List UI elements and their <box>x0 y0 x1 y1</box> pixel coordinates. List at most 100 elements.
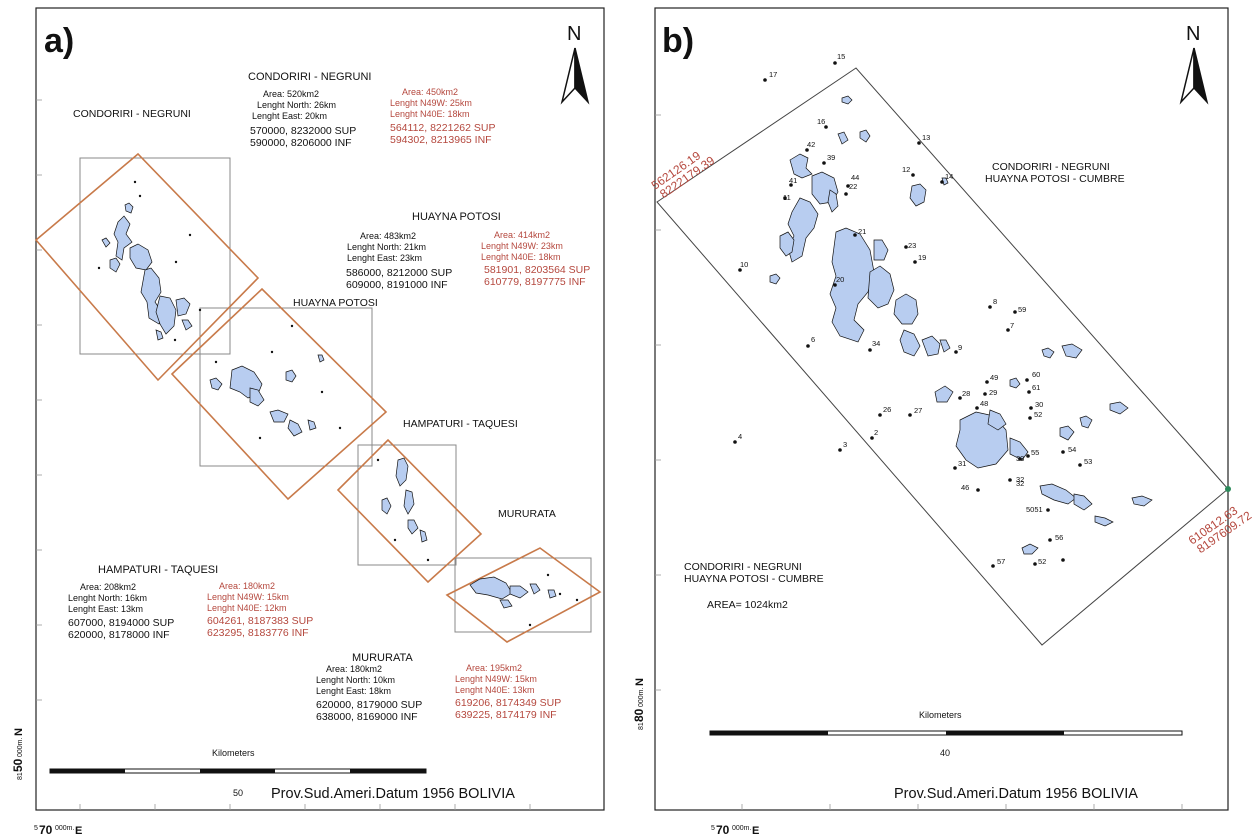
north-arrow-icon: N <box>1179 23 1209 105</box>
svg-text:34: 34 <box>872 339 880 348</box>
panel-a-ticks <box>36 99 531 810</box>
huayna-length-north: Lenght North: 21km <box>347 242 426 252</box>
svg-text:12: 12 <box>902 165 910 174</box>
svg-text:54: 54 <box>1068 445 1076 454</box>
svg-text:19: 19 <box>918 253 926 262</box>
huayna-sup-rot: 581901, 8203564 SUP <box>484 264 590 276</box>
svg-text:22: 22 <box>849 182 857 191</box>
svg-text:30: 30 <box>1035 400 1043 409</box>
svg-text:N: N <box>634 678 646 686</box>
svg-text:4: 4 <box>738 432 742 441</box>
condoriri-sup: 570000, 8232000 SUP <box>250 125 356 137</box>
svg-text:70: 70 <box>716 823 730 837</box>
condoriri-sup-rot: 564112, 8221262 SUP <box>390 122 495 134</box>
hampaturi-length-east: Lenght East: 13km <box>68 604 143 614</box>
mururata-inf-rot: 639225, 8174179 INF <box>455 709 557 721</box>
mururata-inf: 638000, 8169000 INF <box>316 711 418 723</box>
svg-text:16: 16 <box>817 117 825 126</box>
box-condoriri <box>79 157 231 355</box>
svg-text:9: 9 <box>958 343 962 352</box>
north-arrow-icon: N <box>560 23 590 105</box>
rotated-box-mururata <box>445 547 602 643</box>
region-label-huayna: HUAYNA POTOSI <box>293 297 378 309</box>
north-arrow-label: N <box>567 23 581 45</box>
corner-marker <box>1225 486 1231 492</box>
svg-text:48: 48 <box>980 399 988 408</box>
condoriri-n49w: Lenght N49W: 25km <box>390 98 472 108</box>
svg-text:10: 10 <box>740 260 748 269</box>
svg-text:000m.: 000m. <box>55 825 75 832</box>
svg-text:81: 81 <box>638 722 645 730</box>
condoriri-n40e: Lenght N40E: 18km <box>390 109 470 119</box>
mururata-sup-rot: 619206, 8174349 SUP <box>455 697 561 709</box>
condoriri-length-east: Lenght East: 20km <box>252 111 327 121</box>
svg-text:6: 6 <box>811 335 815 344</box>
svg-text:59: 59 <box>1018 305 1026 314</box>
condoriri-area-rot: Area: 450km2 <box>402 87 458 97</box>
panel-b-title-2: HUAYNA POTOSI - CUMBRE <box>985 173 1125 185</box>
coord-y-b: 81 80 000m. N <box>632 678 646 730</box>
svg-text:60: 60 <box>1032 370 1040 379</box>
region-title-condoriri: CONDORIRI - NEGRUNI <box>248 71 371 83</box>
hampaturi-n49w: Lenght N49W: 15km <box>207 592 289 602</box>
coord-y-a: 81 50 000m. N <box>11 728 25 780</box>
svg-text:27: 27 <box>914 406 922 415</box>
scale-value-a: 50 <box>233 788 243 798</box>
north-arrow-label-b: N <box>1186 23 1200 45</box>
svg-text:17: 17 <box>769 70 777 79</box>
svg-text:61: 61 <box>1032 383 1040 392</box>
coord-x-a: 5 70 000m. E <box>34 823 82 837</box>
hampaturi-inf: 620000, 8178000 INF <box>68 629 170 641</box>
svg-text:33: 33 <box>1016 454 1024 463</box>
condoriri-length-north: Lenght North: 26km <box>257 100 336 110</box>
mururata-length-north: Lenght North: 10km <box>316 675 395 685</box>
svg-text:000m.: 000m. <box>638 687 645 707</box>
svg-text:55: 55 <box>1031 448 1039 457</box>
huayna-sup: 586000, 8212000 SUP <box>346 267 452 279</box>
region-title-hampaturi: HAMPATURI - TAQUESI <box>98 564 218 576</box>
panel-a-boxes <box>34 152 602 643</box>
huayna-length-east: Lenght East: 23km <box>347 253 422 263</box>
sample-points: 17 15 16 42 39 13 12 14 41 11 44 22 21 2… <box>733 52 1092 568</box>
svg-text:32: 32 <box>1016 479 1024 488</box>
panel-b-frame <box>654 7 1229 811</box>
rotated-box-hampaturi <box>336 438 483 584</box>
mururata-area: Area: 180km2 <box>326 664 382 674</box>
scale-bar-a: Kilometers 50 <box>49 748 427 798</box>
panel-b-ticks <box>655 114 1183 810</box>
svg-text:32: 32 <box>1016 475 1024 484</box>
svg-text:29: 29 <box>989 388 997 397</box>
svg-text:31: 31 <box>958 459 966 468</box>
mururata-sup: 620000, 8179000 SUP <box>316 699 422 711</box>
svg-text:42: 42 <box>807 140 815 149</box>
panel-b-label: b) <box>662 22 694 60</box>
hampaturi-area: Area: 208km2 <box>80 582 136 592</box>
svg-text:80: 80 <box>632 708 646 722</box>
panel-b-glaciers <box>769 95 1153 555</box>
rotated-box-huayna <box>170 287 388 501</box>
svg-text:49: 49 <box>990 373 998 382</box>
region-title-mururata: MURURATA <box>352 652 413 664</box>
legend-line-1: CONDORIRI - NEGRUNI <box>684 561 802 573</box>
huayna-n49w: Lenght N49W: 23km <box>481 241 563 251</box>
svg-text:23: 23 <box>908 241 916 250</box>
svg-text:E: E <box>75 825 82 837</box>
scale-value-b: 40 <box>940 748 950 758</box>
svg-text:5: 5 <box>711 825 715 832</box>
huayna-area: Area: 483km2 <box>360 231 416 241</box>
mururata-length-east: Lenght East: 18km <box>316 686 391 696</box>
svg-text:39: 39 <box>827 153 835 162</box>
box-mururata <box>454 557 592 633</box>
region-label-hampaturi: HAMPATURI - TAQUESI <box>403 418 518 430</box>
svg-text:14: 14 <box>945 172 953 181</box>
condoriri-inf-rot: 594302, 8213965 INF <box>390 134 492 146</box>
hampaturi-sup: 607000, 8194000 SUP <box>68 617 174 629</box>
svg-text:20: 20 <box>836 275 844 284</box>
region-title-huayna: HUAYNA POTOSI <box>412 211 501 223</box>
huayna-inf: 609000, 8191000 INF <box>346 279 448 291</box>
hampaturi-inf-rot: 623295, 8183776 INF <box>207 627 309 639</box>
svg-text:70: 70 <box>39 823 53 837</box>
svg-text:7: 7 <box>1010 321 1014 330</box>
panel-b: b) N 562126.19 8222179.39 610812.63 8197… <box>632 7 1252 837</box>
svg-text:57: 57 <box>997 557 1005 566</box>
